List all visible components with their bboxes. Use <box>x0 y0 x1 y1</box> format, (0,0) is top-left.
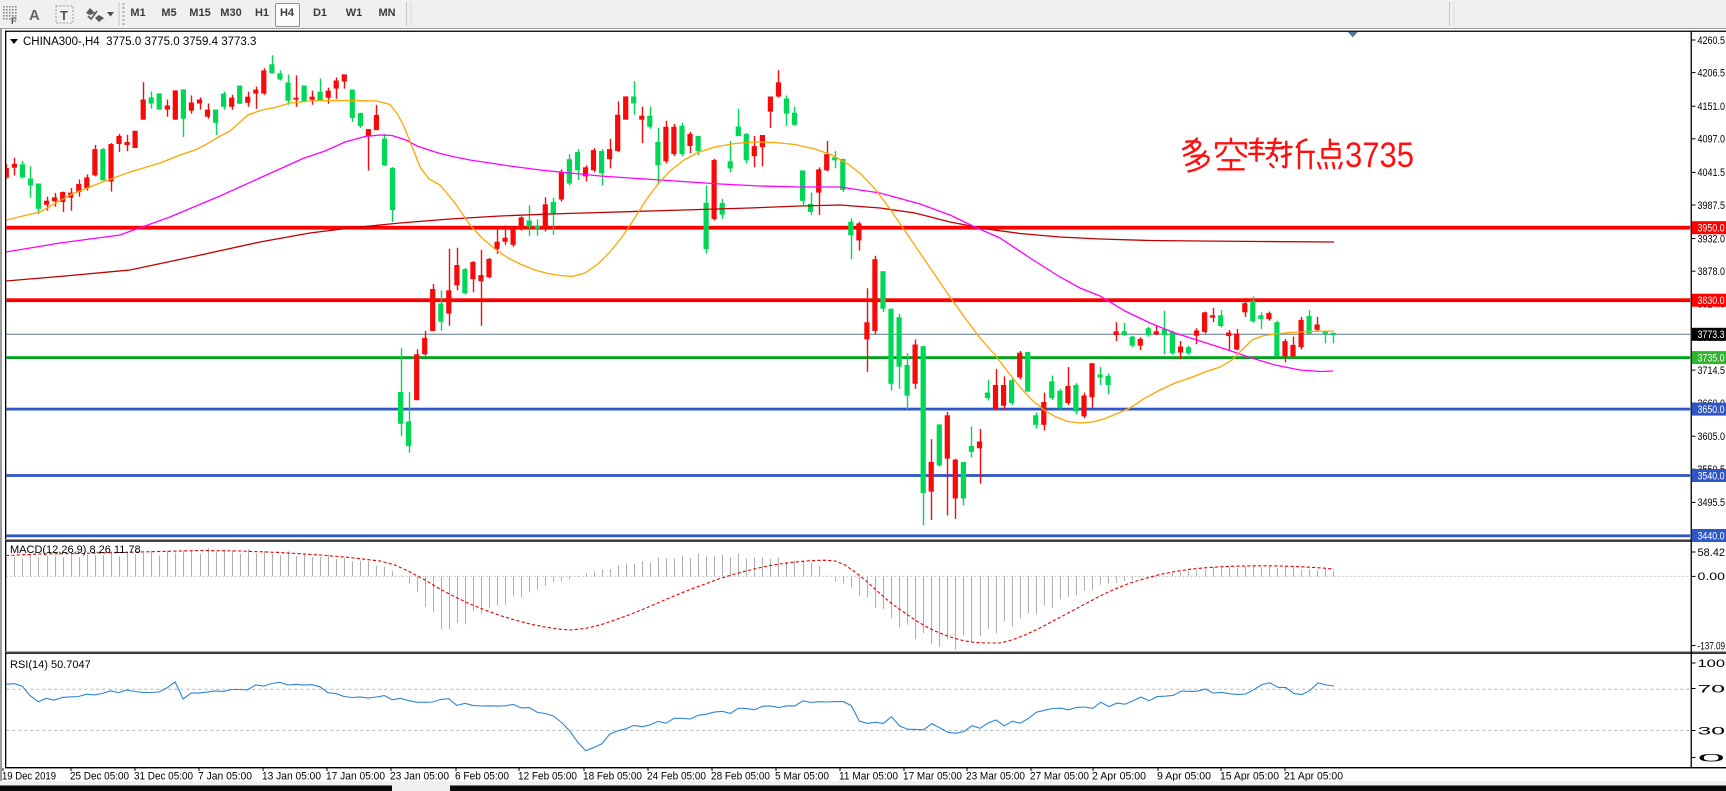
svg-text:2 Apr 05:00: 2 Apr 05:00 <box>1092 771 1146 783</box>
svg-text:23 Mar 05:00: 23 Mar 05:00 <box>966 771 1025 783</box>
svg-text:28 Feb 05:00: 28 Feb 05:00 <box>711 771 770 783</box>
svg-text:9 Apr 05:00: 9 Apr 05:00 <box>1157 771 1211 783</box>
svg-text:CHINA300-,H4 3775.0 3775.0 37: CHINA300-,H4 3775.0 3775.0 3759.4 3773.3 <box>23 36 256 48</box>
svg-text:4041.5: 4041.5 <box>1698 167 1726 179</box>
svg-text:3987.5: 3987.5 <box>1698 200 1726 212</box>
svg-text:0: 0 <box>1698 752 1726 764</box>
svg-text:4151.0: 4151.0 <box>1698 101 1726 113</box>
svg-text:5 Mar 05:00: 5 Mar 05:00 <box>775 771 829 783</box>
svg-text:-137.09: -137.09 <box>1698 640 1726 652</box>
svg-text:31 Dec 05:00: 31 Dec 05:00 <box>134 771 193 783</box>
svg-text:4097.0: 4097.0 <box>1698 134 1726 146</box>
svg-text:3605.0: 3605.0 <box>1698 431 1726 443</box>
svg-text:100: 100 <box>1698 658 1726 670</box>
svg-text:0.00: 0.00 <box>1698 571 1726 583</box>
svg-text:3650.0: 3650.0 <box>1698 404 1725 416</box>
svg-text:A: A <box>29 7 40 24</box>
svg-text:3932.0: 3932.0 <box>1698 233 1726 245</box>
svg-text:13 Jan 05:00: 13 Jan 05:00 <box>262 771 321 783</box>
svg-text:19 Dec 2019: 19 Dec 2019 <box>2 771 56 783</box>
svg-text:70: 70 <box>1698 683 1726 695</box>
svg-text:MACD(12,26,9) 8.26 11.78: MACD(12,26,9) 8.26 11.78 <box>10 544 141 556</box>
svg-text:17 Mar 05:00: 17 Mar 05:00 <box>903 771 962 783</box>
svg-text:3495.5: 3495.5 <box>1698 497 1726 509</box>
svg-text:3735: 3735 <box>1345 136 1414 175</box>
svg-text:11 Mar 05:00: 11 Mar 05:00 <box>839 771 898 783</box>
svg-text:21 Apr 05:00: 21 Apr 05:00 <box>1284 771 1343 783</box>
svg-text:18 Feb 05:00: 18 Feb 05:00 <box>583 771 642 783</box>
svg-text:RSI(14) 50.7047: RSI(14) 50.7047 <box>10 659 91 671</box>
svg-text:3878.0: 3878.0 <box>1698 266 1726 278</box>
svg-text:12 Feb 05:00: 12 Feb 05:00 <box>518 771 577 783</box>
svg-text:3714.5: 3714.5 <box>1698 365 1726 377</box>
svg-text:3735.0: 3735.0 <box>1698 352 1725 364</box>
svg-text:7 Jan 05:00: 7 Jan 05:00 <box>198 771 252 783</box>
svg-text:T: T <box>60 8 68 23</box>
svg-text:4260.5: 4260.5 <box>1698 35 1726 47</box>
svg-text:3830.0: 3830.0 <box>1698 295 1725 307</box>
svg-text:30: 30 <box>1698 725 1726 737</box>
svg-text:24 Feb 05:00: 24 Feb 05:00 <box>647 771 706 783</box>
svg-text:4206.5: 4206.5 <box>1698 67 1726 79</box>
svg-text:3950.0: 3950.0 <box>1698 223 1725 235</box>
svg-text:3540.0: 3540.0 <box>1698 470 1725 482</box>
svg-text:6 Feb 05:00: 6 Feb 05:00 <box>455 771 509 783</box>
svg-text:17 Jan 05:00: 17 Jan 05:00 <box>326 771 385 783</box>
svg-text:25 Dec 05:00: 25 Dec 05:00 <box>70 771 129 783</box>
svg-text:F: F <box>11 16 17 26</box>
svg-text:3440.0: 3440.0 <box>1698 530 1725 542</box>
svg-text:23 Jan 05:00: 23 Jan 05:00 <box>390 771 449 783</box>
svg-text:27 Mar 05:00: 27 Mar 05:00 <box>1030 771 1089 783</box>
svg-text:15 Apr 05:00: 15 Apr 05:00 <box>1220 771 1279 783</box>
svg-text:58.42: 58.42 <box>1698 547 1726 559</box>
svg-text:3773.3: 3773.3 <box>1698 329 1725 341</box>
